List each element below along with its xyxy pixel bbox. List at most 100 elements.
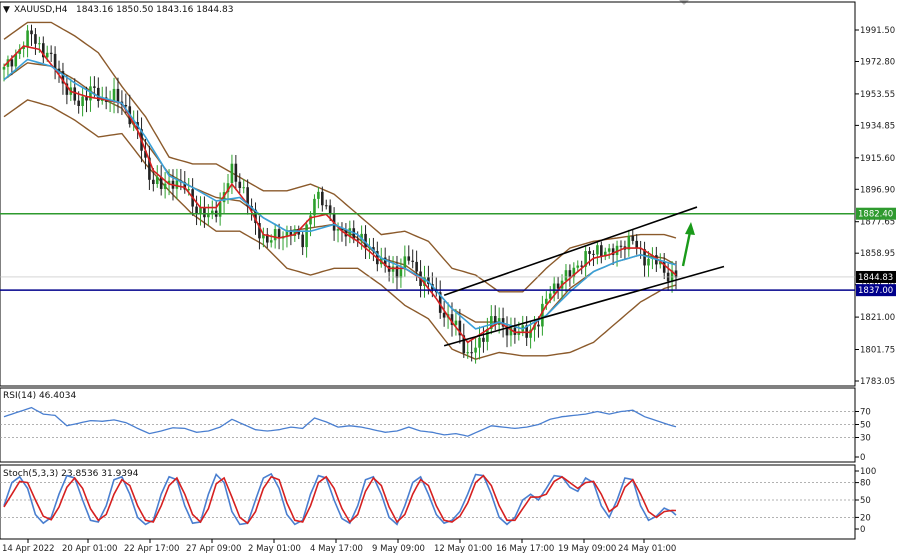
candle-body: [517, 331, 521, 335]
candle-body: [474, 347, 477, 353]
candle-body: [195, 206, 198, 214]
rsi-pane: RSI(14) 46.4034 70 50 30 0: [0, 387, 871, 463]
time-tick-label: 14 Apr 2022: [2, 544, 55, 554]
candle-body: [450, 314, 454, 325]
candle-body: [45, 52, 49, 58]
level-tag: [856, 284, 896, 297]
candle-body: [395, 266, 399, 278]
candle-body: [273, 229, 277, 241]
time-tick-label: 4 May 17:00: [310, 544, 363, 554]
candle-body: [254, 209, 257, 224]
time-tick-label: 22 Apr 17:00: [124, 544, 179, 554]
candle-body: [631, 235, 635, 241]
candle-body: [155, 176, 159, 185]
candle-body: [462, 335, 466, 354]
candle-body: [360, 233, 363, 240]
time-tick-label: 9 May 09:00: [372, 544, 425, 554]
candle-body: [262, 234, 265, 239]
candle-body: [2, 66, 6, 70]
candle-body: [41, 43, 45, 58]
candle-body: [116, 88, 120, 102]
candle-body: [238, 181, 242, 188]
symbol-label: XAUUSD,H4: [14, 5, 68, 15]
candle-body: [427, 277, 430, 284]
candle-body: [175, 180, 179, 189]
rsi-levels: [0, 411, 855, 438]
candle-body: [108, 101, 112, 103]
candle-body: [356, 239, 359, 241]
candle-body: [564, 270, 568, 281]
arrow-head: [685, 222, 695, 235]
candle-body: [596, 245, 599, 255]
candle-body: [537, 324, 540, 327]
rsi-tick-label: 70: [860, 408, 871, 418]
candle-body: [203, 206, 206, 218]
level-tag-label: 1837.00: [858, 286, 893, 296]
candle-body: [548, 293, 552, 299]
candle-body: [167, 180, 171, 184]
candle-body: [293, 229, 297, 237]
stoch-tick-label: 100: [860, 467, 876, 477]
candle-body: [352, 228, 356, 240]
current-price-tag: [856, 270, 896, 283]
candle-body: [576, 265, 580, 268]
candle-body: [391, 266, 395, 272]
quote-label: 1843.16 1850.50 1843.16 1844.83: [76, 5, 233, 15]
candle-body: [513, 327, 517, 335]
candle-body: [14, 53, 18, 67]
time-axis: 14 Apr 2022 20 Apr 01:00 22 Apr 17:00 27 Ap…: [0, 538, 855, 554]
stoch-tick-label: 0: [860, 525, 865, 535]
candle-body: [336, 229, 340, 231]
price-tick-label: 1821.00: [860, 313, 895, 323]
time-tick-label: 27 Apr 09:00: [186, 544, 241, 554]
candle-body: [411, 260, 415, 262]
candle-body: [269, 240, 273, 243]
candle-body: [662, 261, 666, 273]
ma-slow-line: [3, 58, 677, 330]
candle-body: [73, 87, 77, 101]
candle-body: [470, 352, 473, 354]
candle-body: [438, 292, 442, 313]
candle-body: [38, 43, 41, 45]
rsi-series-line: [3, 406, 677, 437]
candle-body: [454, 320, 458, 325]
candle-body: [552, 283, 556, 294]
candle-body: [313, 198, 316, 216]
triangle-down-icon[interactable]: ▼: [3, 5, 10, 15]
candle-body: [442, 312, 446, 318]
current-price-label: 1844.83: [858, 273, 893, 283]
candle-body: [486, 328, 489, 342]
candle-body: [364, 233, 367, 248]
candle-body: [93, 86, 96, 88]
candle-body: [57, 68, 61, 72]
candle-body: [580, 265, 583, 267]
time-tick-label: 16 May 17:00: [496, 544, 554, 554]
stoch-main-line: [3, 472, 677, 526]
candle-body: [230, 163, 234, 184]
candle-body: [159, 176, 163, 189]
candle-body: [183, 182, 187, 190]
candle-body: [34, 34, 37, 44]
candle-body: [607, 248, 611, 252]
candle-body: [423, 277, 426, 286]
candle-body: [541, 303, 544, 327]
rsi-tick-label: 30: [860, 434, 871, 444]
candle-body: [30, 30, 33, 35]
candle-body: [619, 245, 623, 247]
candle-body: [509, 327, 513, 336]
time-tick-label: 19 May 09:00: [558, 544, 616, 554]
candle-body: [489, 316, 493, 329]
candle-body: [340, 229, 344, 231]
candle-body: [493, 316, 497, 325]
candle-body: [588, 251, 591, 254]
candle-body: [199, 206, 202, 214]
bollinger-lower-line: [3, 99, 677, 360]
candle-body: [399, 269, 403, 278]
candle-body: [85, 96, 88, 101]
candle-body: [258, 223, 261, 239]
candle-body: [572, 267, 576, 278]
candle-body: [658, 261, 662, 265]
candle-body: [10, 59, 14, 67]
candle-body: [603, 251, 607, 257]
candle-body: [77, 100, 80, 106]
